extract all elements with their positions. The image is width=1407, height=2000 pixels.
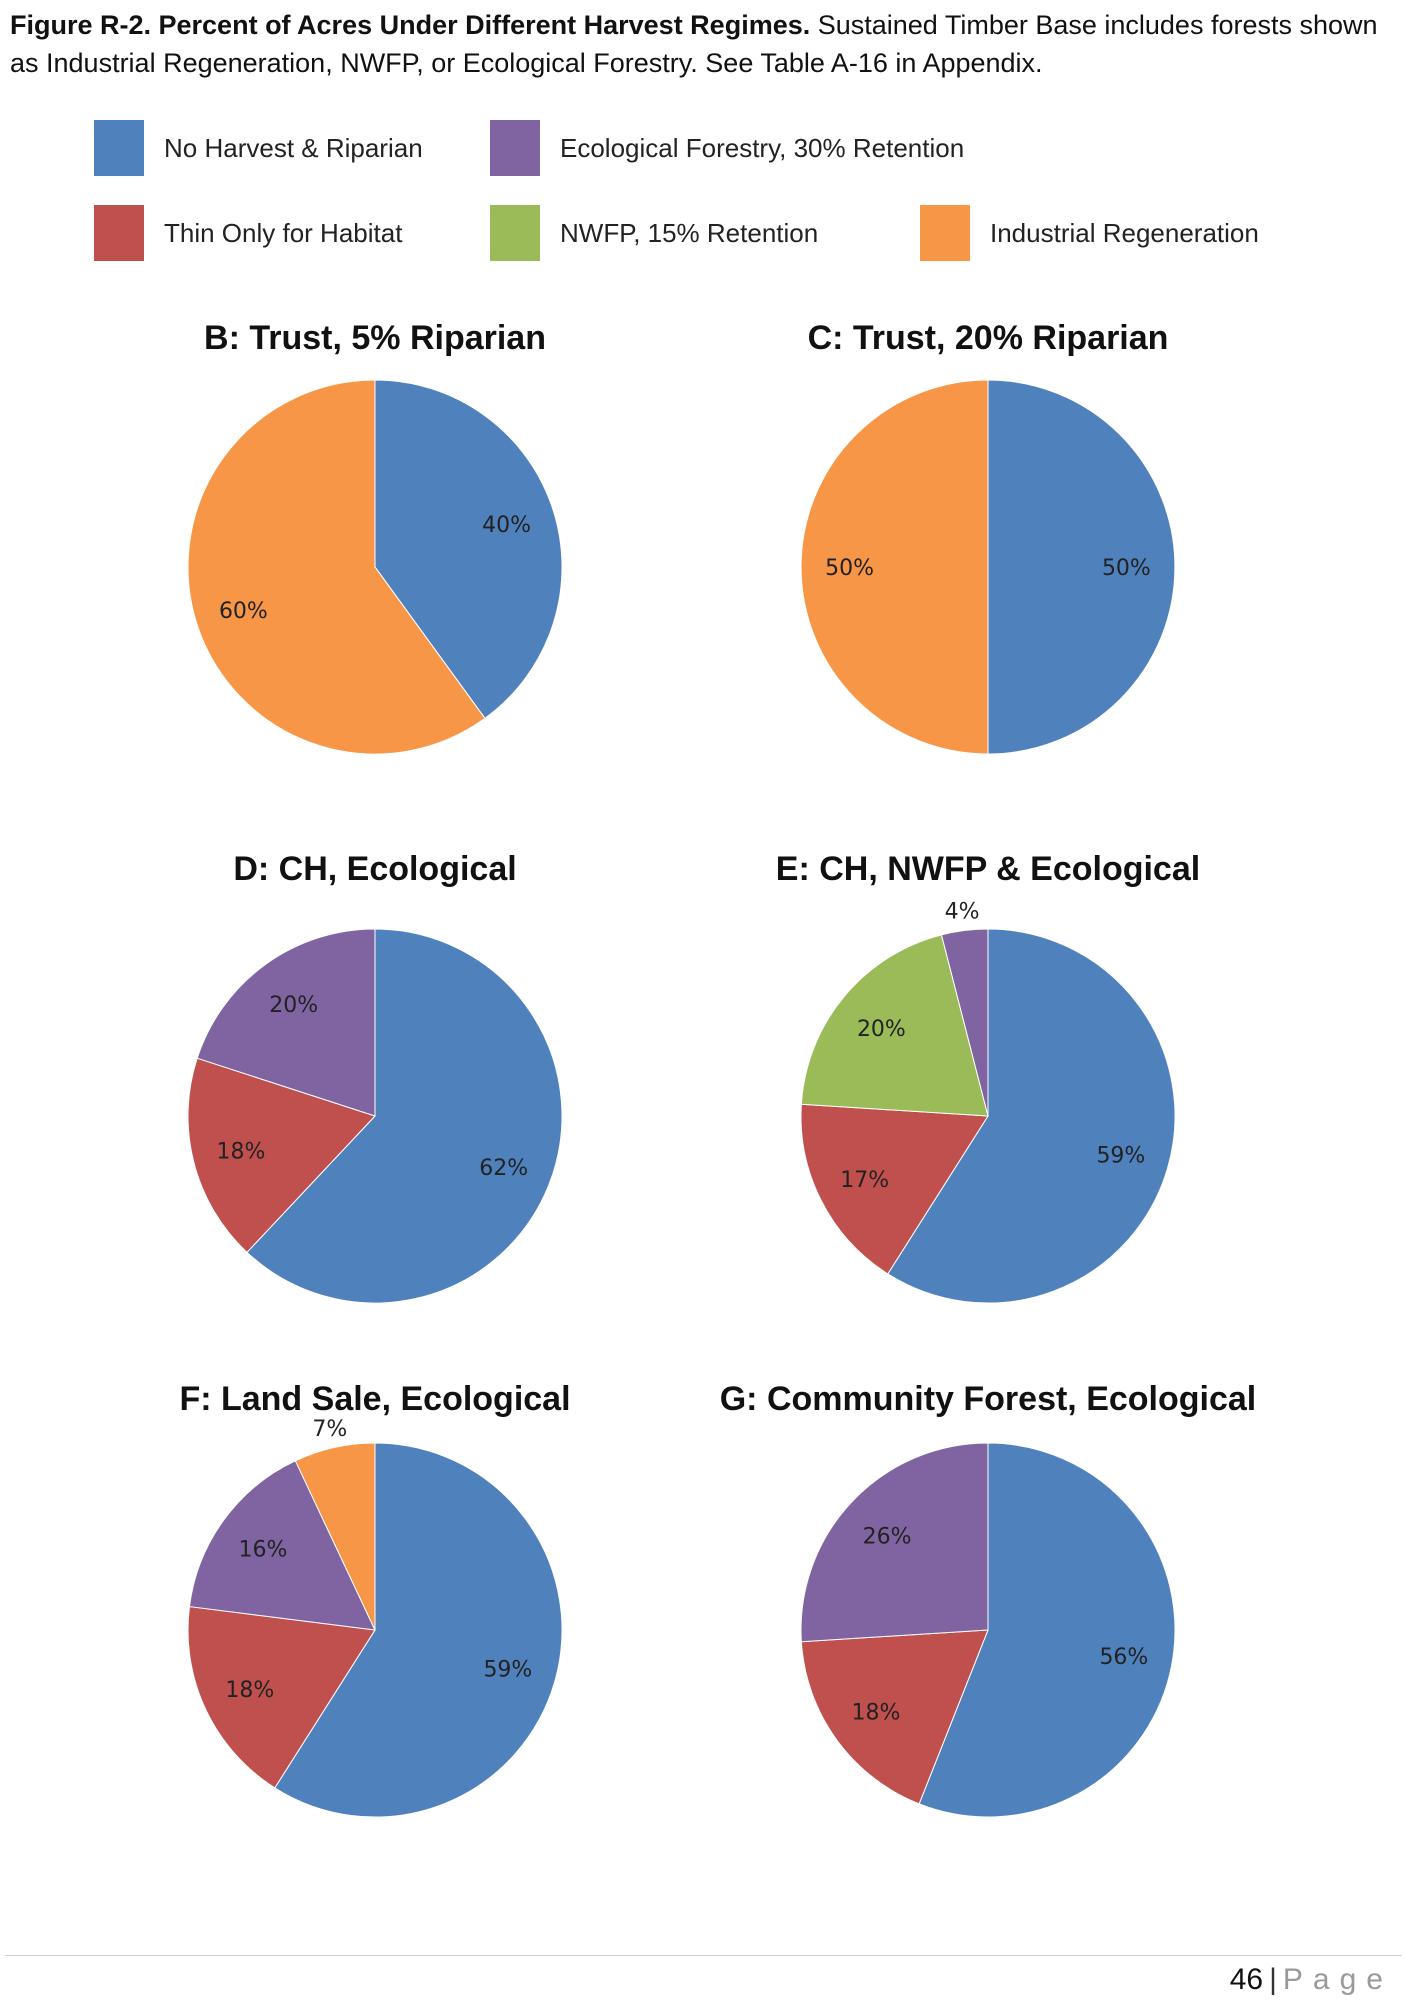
slice-label: 20% <box>269 993 318 1018</box>
pie-slice-no-harvest <box>246 928 563 1304</box>
chart-title: C: Trust, 20% Riparian <box>808 319 1169 357</box>
slice-label: 7% <box>312 1417 347 1442</box>
pie-slice-thin <box>187 1057 376 1254</box>
pie-slice-no-harvest <box>987 379 1176 755</box>
pie-slice-industrial <box>294 1442 376 1631</box>
pie-chart-d: D: CH, Ecological 62% 18% 20% <box>187 850 563 1304</box>
page-separator: | <box>1269 1963 1277 1996</box>
slice-label: 4% <box>945 900 980 925</box>
pie-slice-thin <box>800 1629 989 1805</box>
slice-label: 17% <box>840 1168 889 1193</box>
pie-slice-no-harvest <box>887 928 1176 1304</box>
pie-slice-ecological <box>800 1442 989 1643</box>
pie-chart-e: E: CH, NWFP & Ecological 59% 17% 20% 4% <box>776 850 1200 1304</box>
chart-title: D: CH, Ecological <box>233 850 516 888</box>
pie-chart-c: C: Trust, 20% Riparian 50% 50% <box>800 319 1176 755</box>
legend-swatch-thin <box>94 205 144 261</box>
pie-chart-g: G: Community Forest, Ecological 56% 18% 26% <box>720 1380 1257 1818</box>
legend-label-ecological: Ecological Forestry, 30% Retention <box>560 133 965 163</box>
slice-label: 18% <box>217 1139 266 1164</box>
page-word: Page <box>1282 1963 1393 1996</box>
pie-slice-industrial <box>800 379 989 755</box>
slice-label: 50% <box>825 556 874 581</box>
pie-slice-no-harvest <box>274 1442 563 1818</box>
chart-title: B: Trust, 5% Riparian <box>204 319 546 357</box>
slice-label: 26% <box>863 1524 912 1549</box>
legend-label-thin: Thin Only for Habitat <box>164 218 403 248</box>
figure-title: Figure R-2. Percent of Acres Under Diffe… <box>10 10 811 40</box>
slice-label: 59% <box>483 1658 532 1683</box>
slice-label: 62% <box>479 1156 528 1181</box>
pie-slice-nwfp <box>800 934 989 1117</box>
pie-slice-ecological <box>940 928 989 1117</box>
slice-label: 40% <box>482 513 531 538</box>
footer-divider <box>5 1955 1402 1956</box>
pie-slice-no-harvest <box>918 1442 1176 1818</box>
pie-slice-ecological <box>188 1460 376 1631</box>
slice-label: 50% <box>1102 556 1151 581</box>
legend-swatch-no-harvest <box>94 120 144 176</box>
chart-title: E: CH, NWFP & Ecological <box>776 850 1200 888</box>
chart-title: G: Community Forest, Ecological <box>720 1380 1257 1418</box>
slice-label: 60% <box>219 599 268 624</box>
pie-charts: B: Trust, 5% Riparian 40% 60% C: Trust, 20%… <box>179 319 1257 1818</box>
slice-label: 18% <box>225 1678 274 1703</box>
pie-chart-b: B: Trust, 5% Riparian 40% 60% <box>187 319 563 755</box>
legend-swatch-industrial <box>920 205 970 261</box>
legend-label-nwfp: NWFP, 15% Retention <box>560 218 819 248</box>
pie-slice-no-harvest <box>374 379 563 719</box>
page-footer: 46 | Page <box>1230 1962 1393 1998</box>
slice-label: 59% <box>1096 1144 1145 1169</box>
slice-label: 56% <box>1099 1645 1148 1670</box>
legend-label-industrial: Industrial Regeneration <box>990 218 1259 248</box>
pie-slice-industrial <box>187 379 486 755</box>
pie-slice-thin <box>800 1103 989 1275</box>
legend-label-no-harvest: No Harvest & Riparian <box>164 133 423 163</box>
pie-slice-ecological <box>196 928 376 1117</box>
slice-label: 18% <box>852 1700 901 1725</box>
pie-slice-thin <box>187 1606 376 1789</box>
figure-caption: Figure R-2. Percent of Acres Under Diffe… <box>10 6 1400 82</box>
page-number: 46 <box>1229 1963 1264 1996</box>
legend-swatch-ecological <box>490 120 540 176</box>
slice-label: 20% <box>857 1017 906 1042</box>
pie-chart-f: F: Land Sale, Ecological 59% 18% 16% 7% <box>179 1380 571 1818</box>
figure-caption-text: Sustained Timber Base includes forests s… <box>10 10 1378 78</box>
chart-title: F: Land Sale, Ecological <box>179 1380 570 1418</box>
legend-swatch-nwfp <box>490 205 540 261</box>
slice-label: 16% <box>239 1538 288 1563</box>
